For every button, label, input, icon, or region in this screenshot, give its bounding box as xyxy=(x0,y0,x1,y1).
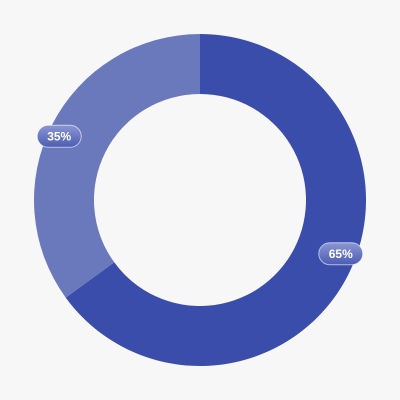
value-label: 35% xyxy=(47,129,71,143)
slice xyxy=(65,34,366,367)
value-label: 65% xyxy=(329,247,353,261)
label-badge xyxy=(36,124,82,148)
slice xyxy=(34,33,200,298)
label-badge xyxy=(318,242,364,266)
